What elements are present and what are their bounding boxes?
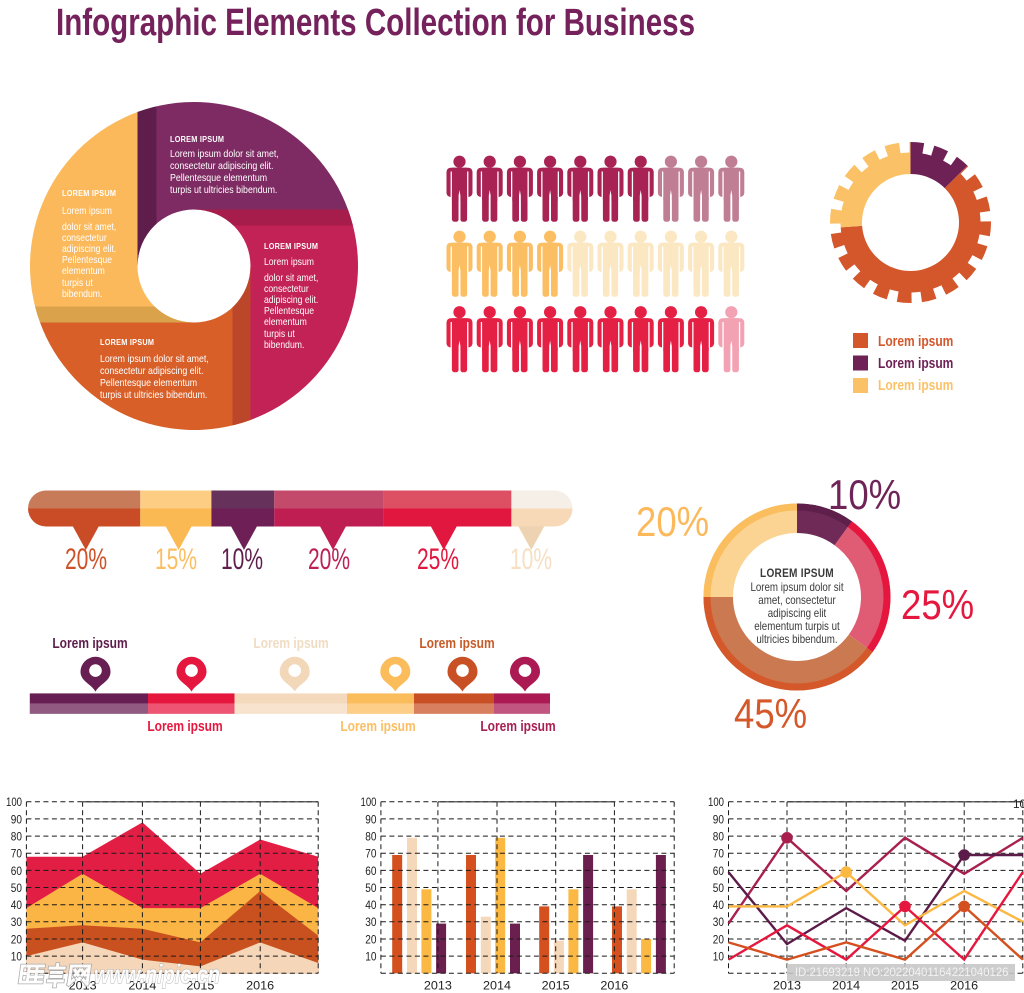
svg-text:100: 100 (708, 795, 724, 809)
svg-text:90: 90 (713, 812, 725, 826)
svg-text:2013: 2013 (69, 979, 97, 993)
svg-text:50: 50 (365, 881, 377, 895)
svg-text:2016: 2016 (600, 979, 628, 993)
svg-text:90: 90 (11, 812, 23, 826)
svg-text:70: 70 (713, 847, 725, 861)
svg-text:50: 50 (11, 881, 23, 895)
svg-text:100: 100 (6, 795, 22, 809)
svg-text:2015: 2015 (186, 979, 214, 993)
svg-text:20: 20 (365, 932, 377, 946)
svg-text:2016: 2016 (950, 979, 978, 993)
svg-text:30: 30 (365, 915, 377, 929)
svg-text:2013: 2013 (773, 979, 801, 993)
svg-text:10: 10 (11, 950, 23, 964)
svg-text:40: 40 (11, 898, 23, 912)
svg-text:2014: 2014 (128, 979, 156, 993)
svg-text:10: 10 (713, 950, 725, 964)
svg-text:2013: 2013 (424, 979, 452, 993)
svg-text:80: 80 (11, 830, 23, 844)
svg-text:60: 60 (11, 864, 23, 878)
svg-text:100: 100 (361, 795, 377, 809)
svg-text:30: 30 (11, 915, 23, 929)
svg-text:10: 10 (365, 950, 377, 964)
svg-text:2014: 2014 (832, 979, 860, 993)
svg-text:www.nipic.cn: www.nipic.cn (94, 959, 220, 989)
svg-text:80: 80 (713, 830, 725, 844)
svg-text:2014: 2014 (483, 979, 511, 993)
svg-text:2016: 2016 (246, 979, 274, 993)
svg-text:70: 70 (365, 847, 377, 861)
svg-text:2015: 2015 (542, 979, 570, 993)
svg-text:20: 20 (713, 932, 725, 946)
svg-text:90: 90 (365, 812, 377, 826)
svg-text:60: 60 (713, 864, 725, 878)
svg-text:20: 20 (11, 932, 23, 946)
svg-text:2015: 2015 (891, 979, 919, 993)
svg-text:40: 40 (365, 898, 377, 912)
svg-text:60: 60 (365, 864, 377, 878)
svg-text:30: 30 (713, 915, 725, 929)
svg-text:70: 70 (11, 847, 23, 861)
svg-text:40: 40 (713, 898, 725, 912)
svg-text:80: 80 (365, 830, 377, 844)
svg-text:50: 50 (713, 881, 725, 895)
